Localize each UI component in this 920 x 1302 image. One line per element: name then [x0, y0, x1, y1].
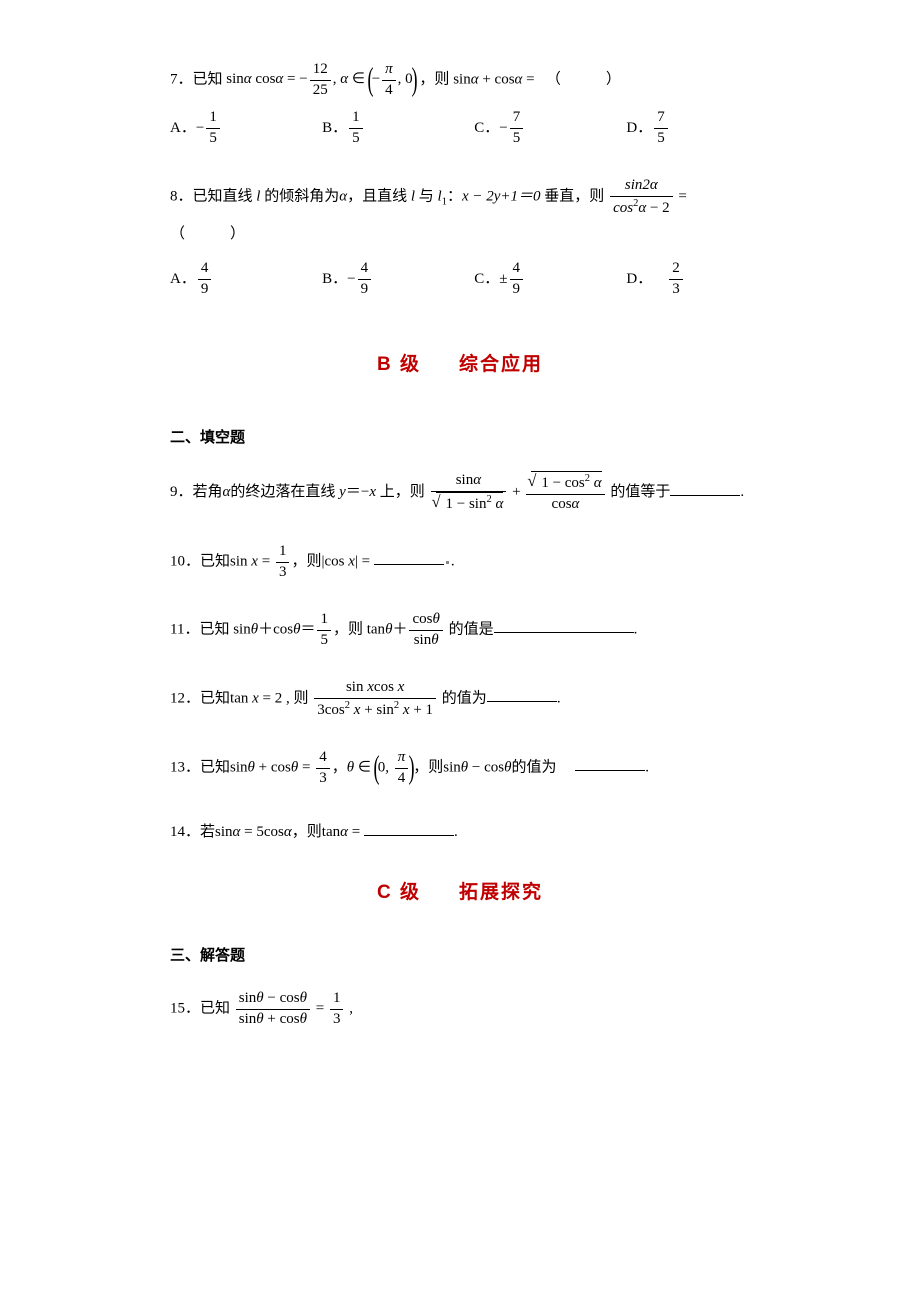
question-11: 11．已知 sinθ＋cosθ＝15，则 tanθ＋cosθsinθ 的值是. — [170, 610, 750, 650]
question-9: 9．若角α的终边落在直线 y＝−x 上，则 sinα 1 − sin2 α + … — [170, 471, 750, 514]
q7-option-b[interactable]: B．15 — [322, 108, 474, 148]
q15-number: 15． — [170, 1000, 200, 1016]
section-b-title: 综合应用 — [459, 354, 543, 375]
q7-option-d[interactable]: D．75 — [626, 108, 750, 148]
q8-options: A．49 B．−49 C．±49 D． 23 — [170, 259, 750, 299]
question-7: 7．已知 sinα cosα = −1225, α ∈ (−π4, 0) ，则 … — [170, 60, 750, 148]
q7-number: 7． — [170, 71, 193, 87]
section-c-level: C 级 — [377, 882, 421, 903]
question-8: 8．已知直线 l 的倾斜角为α，且直线 l 与 l1：x − 2y+1＝0 垂直… — [170, 176, 750, 299]
question-14: 14．若sinα = 5cosα，则tanα = . — [170, 816, 750, 849]
q12-blank[interactable] — [487, 686, 557, 702]
q8-number: 8． — [170, 188, 193, 204]
section-c-title: 拓展探究 — [459, 882, 543, 903]
subsection-2: 二、填空题 — [170, 426, 750, 447]
q8-option-c[interactable]: C．±49 — [474, 259, 626, 299]
section-b-header: B 级 综合应用 — [170, 349, 750, 376]
q13-number: 13． — [170, 759, 200, 775]
question-12: 12．已知tan x = 2 , 则 sin xcos x 3cos2 x + … — [170, 678, 750, 720]
q10-blank[interactable] — [374, 549, 444, 565]
q8-option-b[interactable]: B．−49 — [322, 259, 474, 299]
q14-blank[interactable] — [364, 820, 454, 836]
q9-blank[interactable] — [670, 480, 740, 496]
q12-number: 12． — [170, 690, 200, 706]
question-10: 10．已知sin x = 13，则|cos x| = . — [170, 542, 750, 582]
q9-number: 9． — [170, 484, 193, 500]
q11-blank[interactable] — [494, 617, 634, 633]
q14-number: 14． — [170, 824, 200, 840]
cursor-marker-icon — [446, 561, 449, 564]
section-b-level: B 级 — [377, 354, 421, 375]
q8-option-a[interactable]: A．49 — [170, 259, 322, 299]
q11-number: 11． — [170, 621, 199, 637]
question-15: 15．已知 sinθ − cosθ sinθ + cosθ = 13 , — [170, 989, 750, 1029]
section-c-header: C 级 拓展探究 — [170, 877, 750, 904]
q8-option-d[interactable]: D． 23 — [626, 259, 750, 299]
q13-blank[interactable] — [575, 755, 645, 771]
subsection-3: 三、解答题 — [170, 944, 750, 965]
q7-options: A．−15 B．15 C．−75 D．75 — [170, 108, 750, 148]
q7-option-a[interactable]: A．−15 — [170, 108, 322, 148]
q7-option-c[interactable]: C．−75 — [474, 108, 626, 148]
q10-number: 10． — [170, 553, 200, 569]
question-13: 13．已知sinθ + cosθ = 43，θ ∈ (0, π4)，则sinθ … — [170, 748, 750, 788]
